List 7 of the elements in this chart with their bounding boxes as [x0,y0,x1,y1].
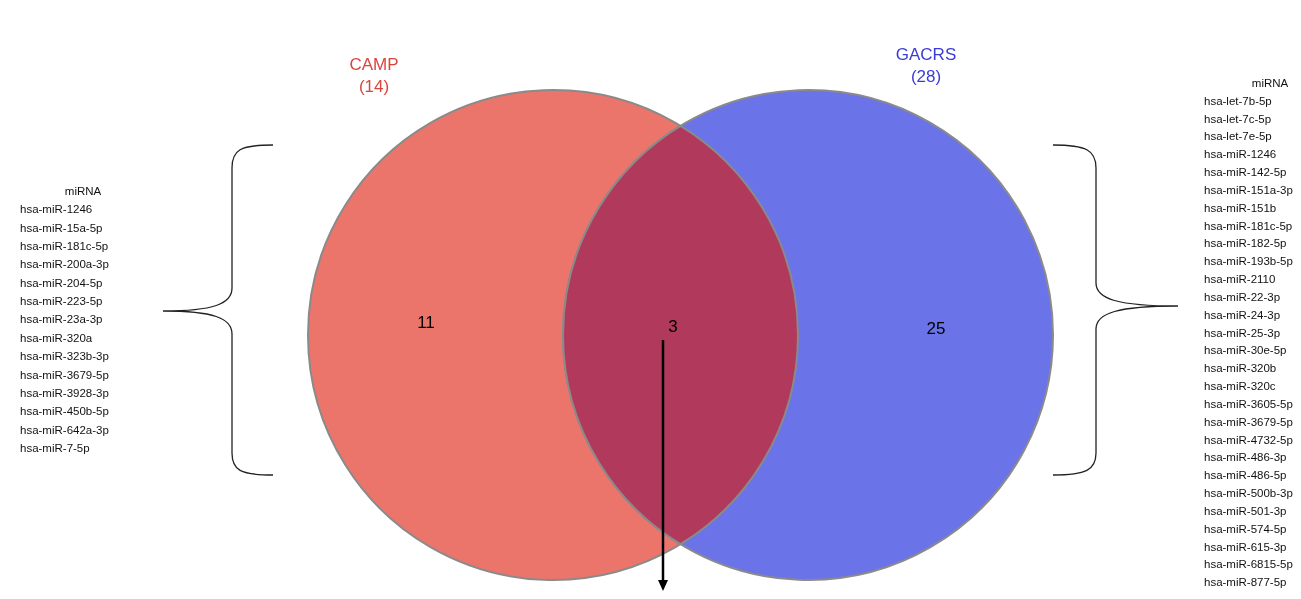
text: CAMP (14) [349,54,399,96]
text: miRNA hsa-let-7b-5p hsa-let-7c-5p hsa-let-7e-5p hsa-miR-1246 hsa-miR-142-5p hsa-miR-151a-3p hsa-miR-151b hsa-miR-181c-5p hsa-miR-182-5p hsa-miR-193b-5p hsa-miR-2110 hsa-miR-22-3p hsa-miR-24-3p hsa-miR-25-3p hsa-miR-30e-5p hsa-miR-320b hsa-miR-320c hsa-miR-3605-5p hsa-miR-3679-5p hsa-miR-4732-5p hsa-miR-486-3p hsa-miR-486-5p hsa-miR-500b-3p hsa-miR-501-3p hsa-miR-574-5p hsa-miR-615-3p hsa-miR-6815-5p hsa-miR-877-5p [1204,77,1293,589]
text: miRNA hsa-miR-1246 hsa-miR-15a-5p hsa-miR-181c-5p hsa-miR-200a-3p hsa-miR-204-5p hsa-miR-223-5p hsa-miR-23a-3p hsa-miR-320a hsa-miR-323b-3p hsa-miR-3679-5p hsa-miR-3928-3p hsa-miR-450b-5p hsa-miR-642a-3p hsa-miR-7-5p [20,185,109,454]
data-label: 3 [668,316,678,336]
data-label: 25 [926,318,946,338]
text: GACRS (28) [895,44,957,86]
data-label: 11 [417,312,435,332]
